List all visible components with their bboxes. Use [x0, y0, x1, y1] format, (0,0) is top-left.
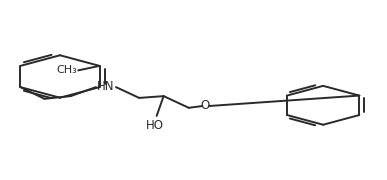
Text: CH₃: CH₃ — [56, 65, 77, 75]
Text: O: O — [200, 99, 210, 112]
Text: HO: HO — [146, 119, 164, 132]
Text: HN: HN — [97, 80, 114, 93]
